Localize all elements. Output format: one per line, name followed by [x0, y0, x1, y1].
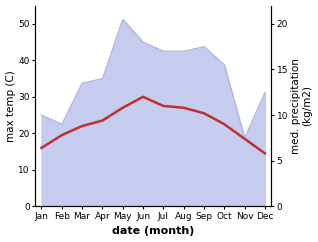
Y-axis label: max temp (C): max temp (C) [5, 70, 16, 142]
X-axis label: date (month): date (month) [112, 227, 194, 236]
Y-axis label: med. precipitation
(kg/m2): med. precipitation (kg/m2) [291, 58, 313, 154]
